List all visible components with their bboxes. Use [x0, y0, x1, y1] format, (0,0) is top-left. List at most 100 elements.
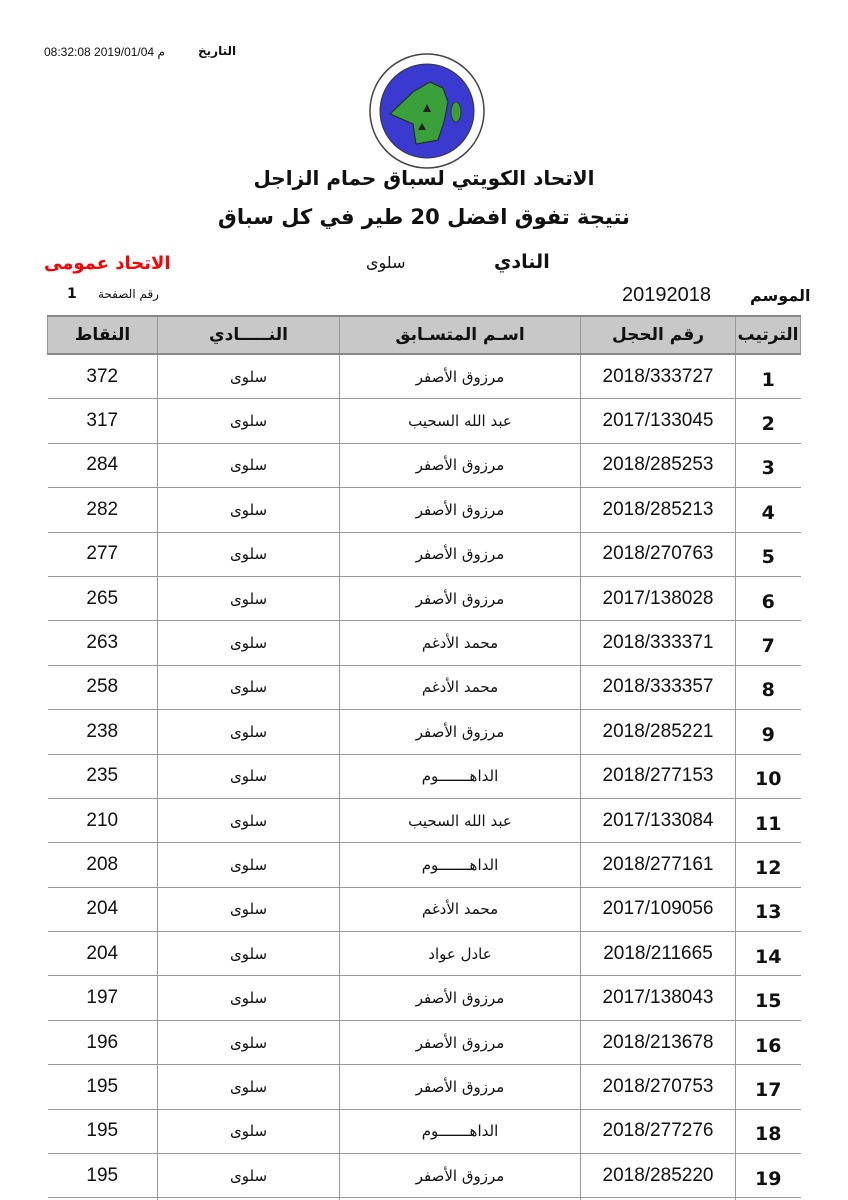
column-header-club: النـــــادي	[157, 315, 340, 355]
table-row: 4 2018/285213 مرزوق الأصفر سلوى 282	[47, 487, 801, 533]
table-row: 202018/285236مرزوق الأصفرسلوى187	[47, 1197, 801, 1200]
cell-ring: 2018/285220	[580, 1153, 736, 1199]
cell-club: سلوى	[157, 532, 340, 577]
table-row: 16 2018/213678 مرزوق الأصفر سلوى 196	[47, 1020, 801, 1066]
cell-club: سلوى	[157, 798, 340, 844]
cell-ring: 2018/211665	[580, 931, 736, 977]
cell-rank: 1	[735, 354, 801, 400]
cell-points: 284	[47, 443, 158, 489]
cell-ring: 2017/109056	[580, 887, 736, 933]
cell-points: 187	[47, 1197, 158, 1200]
cell-rank: 13	[735, 887, 801, 933]
cell-ring: 2018/285213	[580, 487, 736, 533]
cell-name: عادل عواد	[339, 931, 581, 977]
cell-ring: 2018/333727	[580, 354, 736, 400]
cell-club: سلوى	[157, 443, 340, 489]
column-header-rank: الترتيب	[735, 315, 801, 355]
cell-points: 204	[47, 887, 158, 933]
cell-ring: 2018/270763	[580, 532, 736, 577]
table-row: 8 2018/333357 محمد الأدغم سلوى 258	[47, 665, 801, 711]
cell-club: سلوى	[157, 887, 340, 933]
cell-points: 195	[47, 1064, 158, 1110]
cell-ring: 2018/270753	[580, 1064, 736, 1110]
cell-club: سلوى	[157, 842, 340, 888]
cell-rank: 17	[735, 1064, 801, 1110]
cell-ring: 2018/285221	[580, 709, 736, 755]
page-number-value: 1	[67, 286, 77, 302]
cell-club: سلوى	[157, 354, 340, 400]
cell-club: سلوى	[157, 1109, 340, 1155]
cell-rank: 15	[735, 975, 801, 1021]
cell-name: مرزوق الأصفر	[339, 487, 581, 533]
cell-points: 204	[47, 931, 158, 977]
cell-rank: 4	[735, 487, 801, 533]
cell-ring: 2018/277276	[580, 1109, 736, 1155]
cell-rank: 6	[735, 576, 801, 622]
cell-points: 317	[47, 398, 158, 444]
cell-name: مرزوق الأصفر	[339, 354, 581, 400]
club-value: سلوى	[366, 253, 406, 272]
cell-name: مرزوق الأصفر	[339, 1064, 581, 1110]
cell-name: مرزوق الأصفر	[339, 1197, 581, 1200]
cell-ring: 2018/333371	[580, 620, 736, 666]
table-row: 3 2018/285253 مرزوق الأصفر سلوى 284	[47, 443, 801, 489]
table-row: 9 2018/285221 مرزوق الأصفر سلوى 238	[47, 709, 801, 755]
cell-club: سلوى	[157, 1064, 340, 1110]
cell-name: مرزوق الأصفر	[339, 443, 581, 489]
cell-rank: 10	[735, 754, 801, 799]
table-row: 19 2018/285220 مرزوق الأصفر سلوى 195	[47, 1153, 801, 1199]
cell-club: سلوى	[157, 1020, 340, 1066]
cell-rank: 8	[735, 665, 801, 711]
table-row: 13 2017/109056 محمد الأدغم سلوى 204	[47, 887, 801, 933]
cell-name: عبد الله السحيب	[339, 398, 581, 444]
cell-club: سلوى	[157, 754, 340, 799]
cell-club: سلوى	[157, 398, 340, 444]
cell-name: الداهـــــــوم	[339, 754, 581, 799]
column-header-name: اسـم المتسـابق	[339, 315, 581, 355]
cell-name: مرزوق الأصفر	[339, 576, 581, 622]
cell-points: 372	[47, 354, 158, 400]
cell-points: 277	[47, 532, 158, 577]
cell-name: مرزوق الأصفر	[339, 1020, 581, 1066]
cell-club: سلوى	[157, 1197, 340, 1200]
cell-rank: 14	[735, 931, 801, 977]
cell-rank: 20	[735, 1197, 801, 1200]
cell-rank: 19	[735, 1153, 801, 1199]
cell-ring: 2018/285253	[580, 443, 736, 489]
cell-points: 195	[47, 1153, 158, 1199]
cell-rank: 3	[735, 443, 801, 489]
column-header-points: النقاط	[47, 315, 158, 355]
club-label: النادي	[494, 251, 550, 273]
cell-name: مرزوق الأصفر	[339, 1153, 581, 1199]
table-row: 18 2018/277276 الداهـــــــوم سلوى 195	[47, 1109, 801, 1155]
cell-club: سلوى	[157, 975, 340, 1021]
table-row: 5 2018/270763 مرزوق الأصفر سلوى 277	[47, 532, 801, 577]
page-number-label: رقم الصفحة	[98, 287, 159, 301]
cell-name: مرزوق الأصفر	[339, 532, 581, 577]
cell-rank: 16	[735, 1020, 801, 1066]
cell-rank: 9	[735, 709, 801, 755]
cell-name: عبد الله السحيب	[339, 798, 581, 844]
table-header-row: الترتيب رقم الحجل اسـم المتسـابق النــــ…	[47, 315, 801, 355]
table-row: 7 2018/333371 محمد الأدغم سلوى 263	[47, 620, 801, 666]
cell-name: الداهـــــــوم	[339, 842, 581, 888]
results-table: الترتيب رقم الحجل اسـم المتسـابق النــــ…	[47, 315, 801, 1200]
cell-points: 282	[47, 487, 158, 533]
table-row: 12 2018/277161 الداهـــــــوم سلوى 208	[47, 842, 801, 888]
cell-club: سلوى	[157, 709, 340, 755]
cell-ring: 2018/277161	[580, 842, 736, 888]
table-row: 15 2017/138043 مرزوق الأصفر سلوى 197	[47, 975, 801, 1021]
cell-club: سلوى	[157, 931, 340, 977]
cell-name: محمد الأدغم	[339, 665, 581, 711]
scope-label: الاتحاد عمومى	[44, 253, 171, 274]
cell-club: سلوى	[157, 576, 340, 622]
cell-points: 195	[47, 1109, 158, 1155]
column-header-ring: رقم الحجل	[580, 315, 736, 355]
table-row: 17 2018/270753 مرزوق الأصفر سلوى 195	[47, 1064, 801, 1110]
cell-name: مرزوق الأصفر	[339, 709, 581, 755]
cell-rank: 12	[735, 842, 801, 888]
cell-points: 238	[47, 709, 158, 755]
cell-ring: 2018/285236	[580, 1197, 736, 1200]
table-row: 2 2017/133045 عبد الله السحيب سلوى 317	[47, 398, 801, 444]
